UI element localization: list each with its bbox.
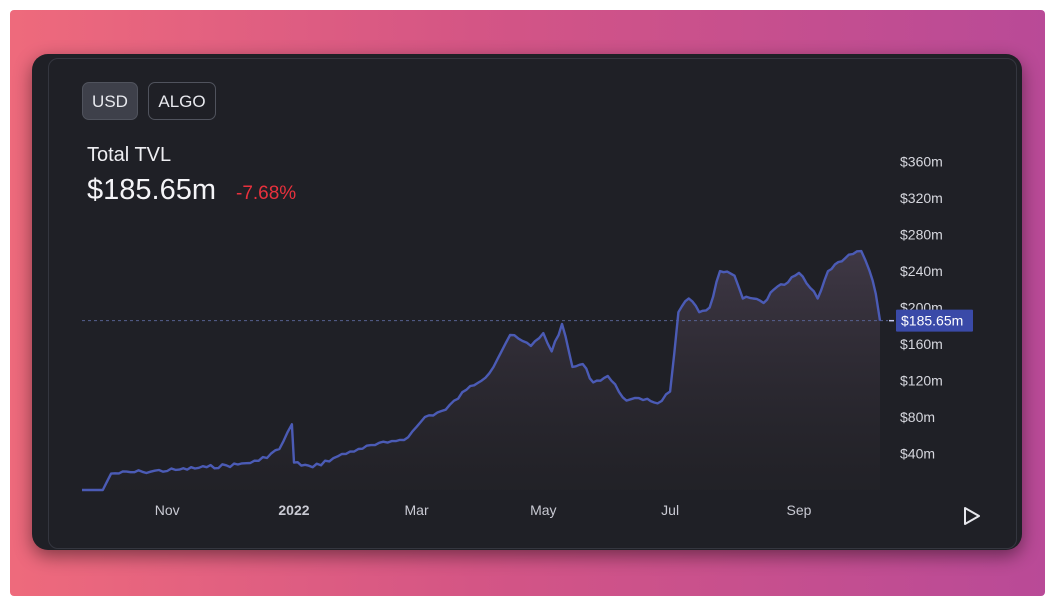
y-tick-label: $160m — [900, 336, 943, 352]
chart-area-fill — [82, 251, 880, 490]
y-tick-label: $240m — [900, 263, 943, 279]
y-tick-label: $360m — [900, 154, 943, 170]
chart-title: Total TVL — [87, 144, 172, 166]
y-tick-label: $40m — [900, 446, 935, 462]
x-tick-label: Jul — [661, 502, 679, 518]
y-tick-label: $120m — [900, 373, 943, 389]
chart-series-line — [82, 249, 882, 492]
y-tick-label: $280m — [900, 227, 943, 243]
chart-card-inner — [48, 58, 1017, 549]
x-tick-label: Sep — [786, 502, 811, 518]
x-tick-label: May — [530, 502, 556, 518]
x-tick-label: 2022 — [278, 502, 309, 518]
y-tick-label: $320m — [900, 190, 943, 206]
x-tick-label: Nov — [155, 502, 180, 518]
usd-toggle-button[interactable]: USD — [82, 82, 138, 120]
price-tag-box — [896, 309, 973, 332]
current-price-tag: $185.65m — [889, 309, 973, 332]
algo-toggle-button[interactable]: ALGO — [148, 82, 216, 120]
tvl-change: -7.68% — [236, 183, 297, 204]
play-icon[interactable] — [958, 503, 984, 529]
y-tick-label: $80m — [900, 409, 935, 425]
x-tick-label: Mar — [405, 502, 429, 518]
price-tag-label: $185.65m — [901, 313, 963, 329]
tvl-value: $185.65m — [87, 174, 216, 206]
